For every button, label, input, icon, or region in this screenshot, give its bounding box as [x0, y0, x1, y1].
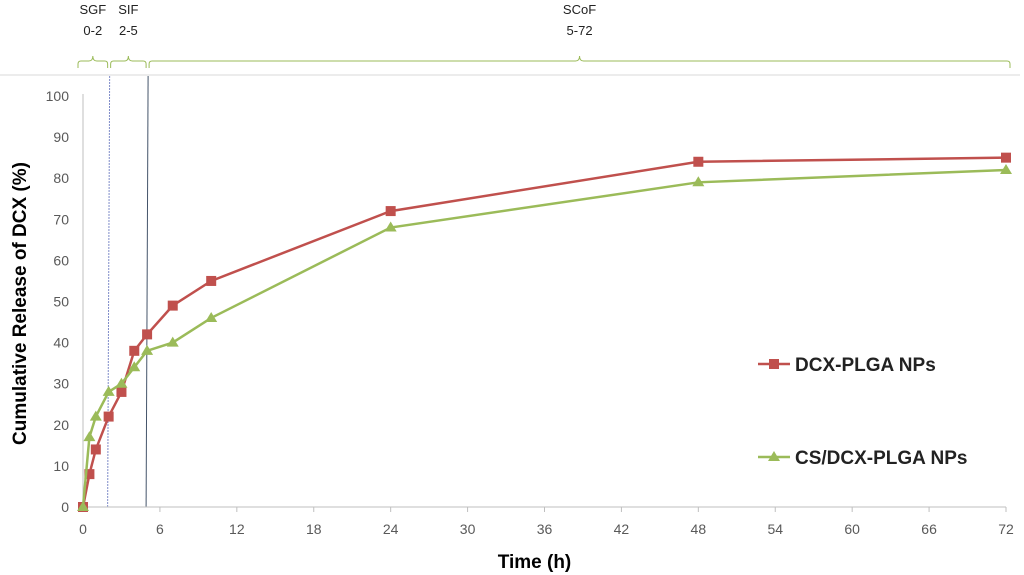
phase-boundary-line	[107, 75, 111, 508]
legend-label: CS/DCX-PLGA NPs	[795, 448, 967, 469]
x-tick-label: 48	[691, 521, 707, 537]
x-tick-label: 0	[79, 521, 87, 537]
data-point-square	[103, 411, 114, 422]
data-point-triangle	[89, 410, 102, 421]
x-tick-label: 24	[383, 521, 399, 537]
data-point-square	[129, 345, 140, 356]
phase-name-label: SGF	[79, 2, 106, 17]
data-point-triangle	[166, 336, 179, 347]
x-tick-label: 42	[614, 521, 630, 537]
data-point-square	[167, 300, 178, 311]
data-point-triangle	[384, 221, 397, 232]
y-tick-label: 50	[53, 294, 69, 310]
y-tick-label: 0	[61, 499, 69, 515]
phase-bracket	[148, 55, 1011, 68]
data-point-square	[206, 275, 217, 286]
phase-boundary-lines	[107, 75, 149, 508]
data-point-triangle	[692, 176, 705, 187]
x-tick-label: 12	[229, 521, 245, 537]
axes: 0 10 20 30 40 50 60 70 80 90 100 0 6 12 18 24 30 36 42 48 54…	[46, 88, 1014, 537]
phase-name-label: SIF	[118, 2, 138, 17]
x-tick-label: 36	[537, 521, 553, 537]
x-tick-label: 66	[921, 521, 937, 537]
x-tick-label: 6	[156, 521, 164, 537]
data-point-square	[1001, 152, 1011, 163]
phase-range-label: 2-5	[119, 23, 138, 38]
y-tick-label: 100	[46, 88, 70, 104]
data-point-triangle	[115, 377, 128, 388]
phase-bracket	[77, 55, 109, 68]
series-group	[77, 163, 1012, 511]
legend: DCX-PLGA NPs CS/DCX-PLGA NPs	[758, 355, 967, 469]
x-tick-label: 54	[767, 521, 783, 537]
data-point-triangle	[1000, 163, 1012, 174]
data-point-triangle	[128, 361, 141, 372]
y-axis-title: Cumulative Release of DCX (%)	[10, 162, 31, 445]
data-point-square	[84, 469, 95, 480]
data-point-square	[90, 444, 101, 455]
x-tick-label: 18	[306, 521, 322, 537]
phase-boundary-line	[145, 75, 149, 508]
y-tick-label: 90	[53, 129, 69, 145]
y-tick-label: 80	[53, 170, 69, 186]
series-group	[78, 152, 1011, 512]
data-point-square	[769, 359, 779, 369]
data-point-triangle	[102, 385, 115, 396]
data-point-triangle	[205, 311, 218, 322]
series	[77, 152, 1012, 512]
data-point-square	[142, 329, 153, 340]
x-axis-title: Time (h)	[498, 552, 572, 573]
data-point-square	[116, 386, 127, 397]
data-point-triangle	[141, 344, 154, 355]
data-point-triangle	[77, 501, 89, 511]
x-tick-label: 72	[998, 521, 1014, 537]
x-tick-label: 30	[460, 521, 476, 537]
y-tick-label: 60	[53, 252, 69, 268]
y-tick-label: 20	[53, 417, 69, 433]
y-tick-label: 10	[53, 458, 69, 474]
y-tick-label: 70	[53, 211, 69, 227]
data-point-square	[693, 156, 704, 167]
phase-range-label: 0-2	[83, 23, 102, 38]
phase-bracket	[110, 55, 147, 68]
data-point-triangle	[768, 451, 780, 461]
data-point-triangle	[83, 431, 96, 442]
y-tick-label: 30	[53, 376, 69, 392]
x-tick-label: 60	[844, 521, 860, 537]
y-tick-label: 40	[53, 335, 69, 351]
data-point-square	[385, 206, 396, 217]
phase-annotations: SGF 0-2 SIF 2-5 SCoF 5-72	[77, 2, 1011, 68]
phase-name-label: SCoF	[563, 2, 596, 17]
legend-label: DCX-PLGA NPs	[795, 355, 936, 376]
phase-range-label: 5-72	[567, 23, 593, 38]
